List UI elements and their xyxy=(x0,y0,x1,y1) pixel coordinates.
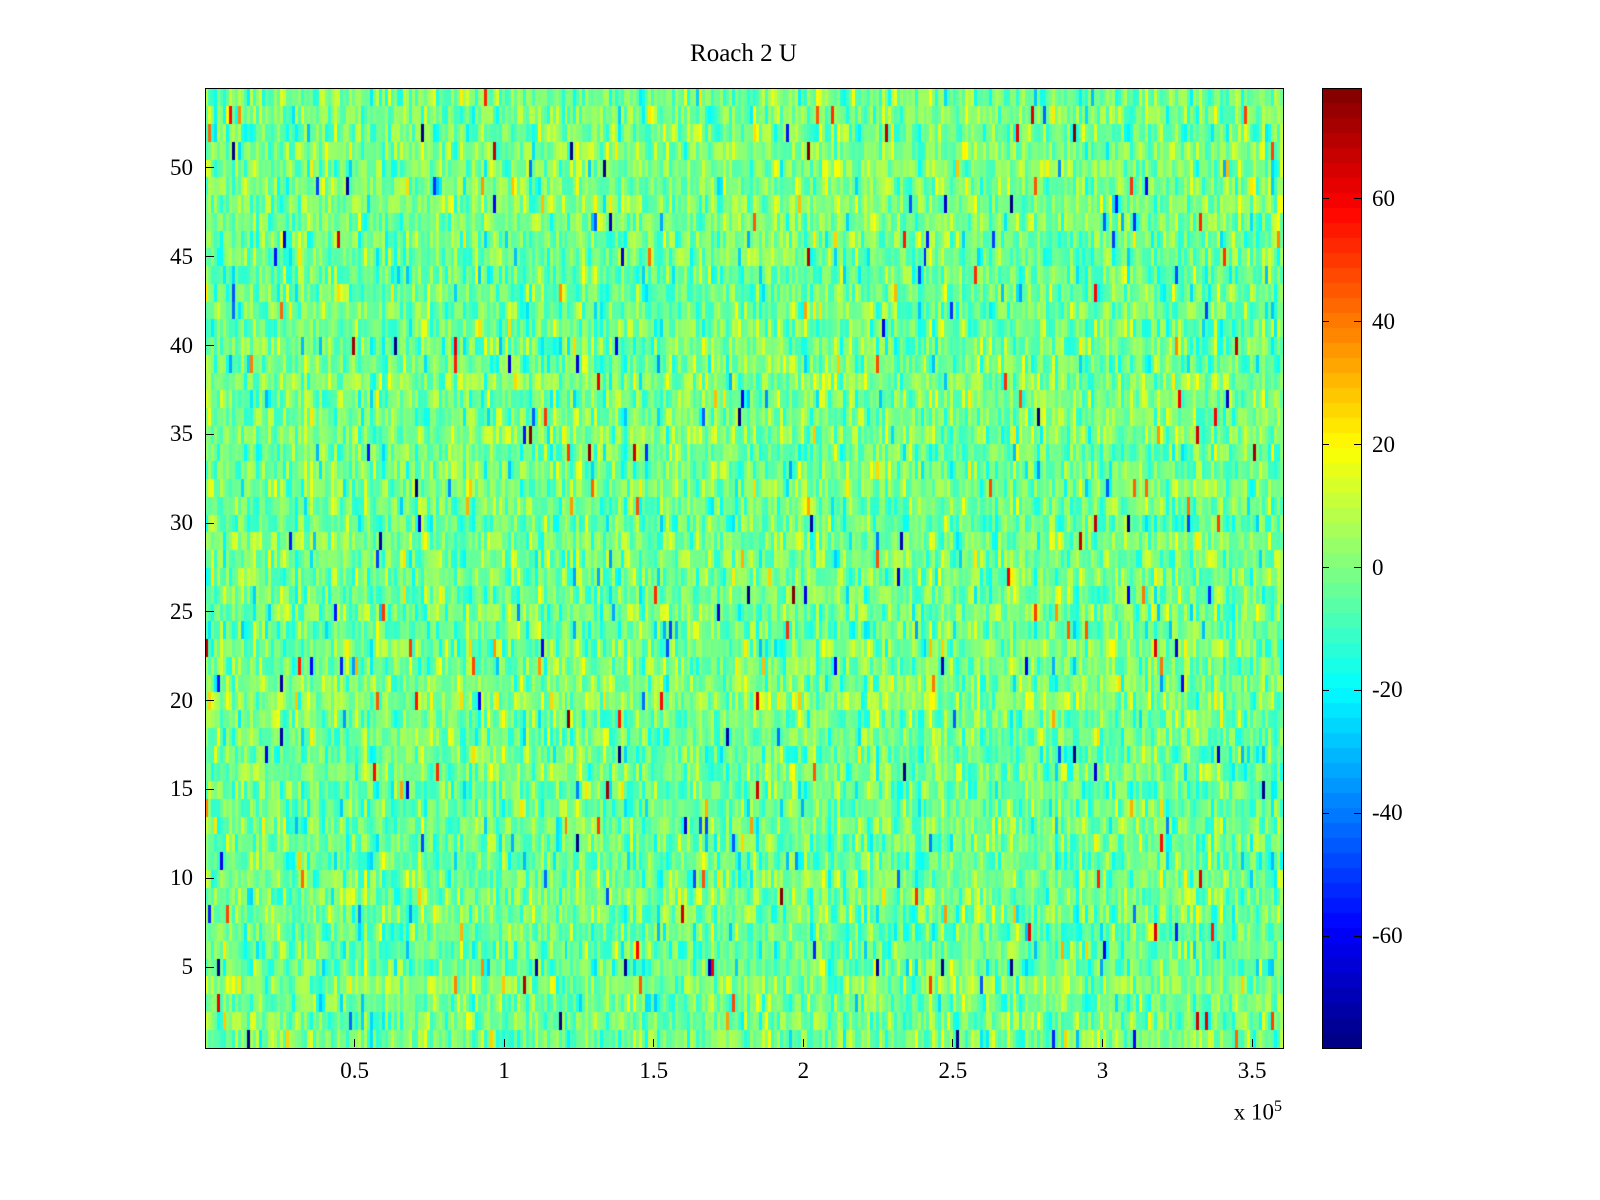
y-tick-mark xyxy=(206,256,214,258)
y-tick-label: 10 xyxy=(170,865,193,891)
colorbar xyxy=(1322,88,1362,1049)
chart-title: Roach 2 U xyxy=(690,40,797,67)
x-tick-mark xyxy=(1251,1039,1253,1047)
colorbar-tick-mark xyxy=(1322,567,1329,568)
y-tick-mark xyxy=(206,700,214,702)
x-tick-mark xyxy=(952,1039,954,1047)
colorbar-tick-mark xyxy=(1354,935,1361,937)
colorbar-tick-mark xyxy=(1322,321,1329,323)
x-tick-label: 2 xyxy=(797,1058,810,1083)
x-tick-label: 2.5 xyxy=(938,1058,968,1083)
y-tick-label: 40 xyxy=(170,332,193,358)
colorbar-canvas xyxy=(1323,89,1361,1048)
colorbar-tick-mark xyxy=(1354,567,1361,568)
y-tick-label: 50 xyxy=(170,154,193,180)
x-tick-mark xyxy=(653,1039,655,1047)
colorbar-tick-mark xyxy=(1322,689,1329,691)
colorbar-tick-mark xyxy=(1354,689,1361,691)
y-tick-mark xyxy=(206,877,214,879)
y-tick-mark xyxy=(206,966,214,968)
y-tick-mark xyxy=(206,167,214,169)
colorbar-tick-label: 0 xyxy=(1372,554,1384,580)
heatmap-canvas xyxy=(206,89,1283,1048)
y-tick-mark xyxy=(206,522,214,524)
colorbar-tick-mark xyxy=(1322,444,1329,446)
colorbar-tick-mark xyxy=(1322,812,1329,814)
colorbar-tick-mark xyxy=(1354,444,1361,446)
y-tick-mark xyxy=(206,345,214,346)
x-scale-base-text: x 10 xyxy=(1233,1099,1274,1125)
y-tick-label: 35 xyxy=(170,421,193,447)
x-tick-mark xyxy=(354,1039,356,1047)
x-tick-mark xyxy=(1102,1039,1103,1047)
colorbar-tick-mark xyxy=(1322,198,1329,200)
colorbar-tick-label: -20 xyxy=(1372,677,1403,703)
y-tick-label: 30 xyxy=(170,510,193,536)
colorbar-tick-label: 20 xyxy=(1372,431,1395,457)
x-tick-label: 1 xyxy=(498,1058,510,1083)
colorbar-tick-mark xyxy=(1354,321,1361,323)
x-tick-label: 3.5 xyxy=(1237,1058,1267,1083)
x-scale-exponent-text: 5 xyxy=(1274,1098,1282,1115)
x-tick-label: 0.5 xyxy=(340,1058,369,1083)
x-axis-scale-label: x 105 xyxy=(1150,1098,1282,1126)
colorbar-tick-label: -40 xyxy=(1372,800,1403,826)
y-tick-label: 15 xyxy=(170,776,193,802)
y-tick-mark xyxy=(206,611,214,613)
y-tick-label: 5 xyxy=(181,954,194,980)
y-tick-label: 25 xyxy=(170,598,193,624)
y-tick-label: 20 xyxy=(170,687,193,713)
x-tick-mark xyxy=(503,1039,505,1047)
colorbar-tick-label: 40 xyxy=(1372,308,1395,334)
colorbar-tick-label: 60 xyxy=(1372,185,1395,211)
y-tick-label: 45 xyxy=(170,243,193,269)
colorbar-tick-label: -60 xyxy=(1372,923,1403,949)
y-tick-mark xyxy=(206,788,214,790)
x-tick-label: 1.5 xyxy=(639,1058,669,1083)
x-tick-mark xyxy=(802,1039,804,1047)
colorbar-tick-mark xyxy=(1322,935,1329,937)
colorbar-tick-mark xyxy=(1354,198,1361,200)
colorbar-tick-mark xyxy=(1354,812,1361,814)
x-tick-label: 3 xyxy=(1096,1058,1109,1083)
y-tick-mark xyxy=(206,433,214,435)
heatmap-plot-area xyxy=(205,88,1284,1049)
